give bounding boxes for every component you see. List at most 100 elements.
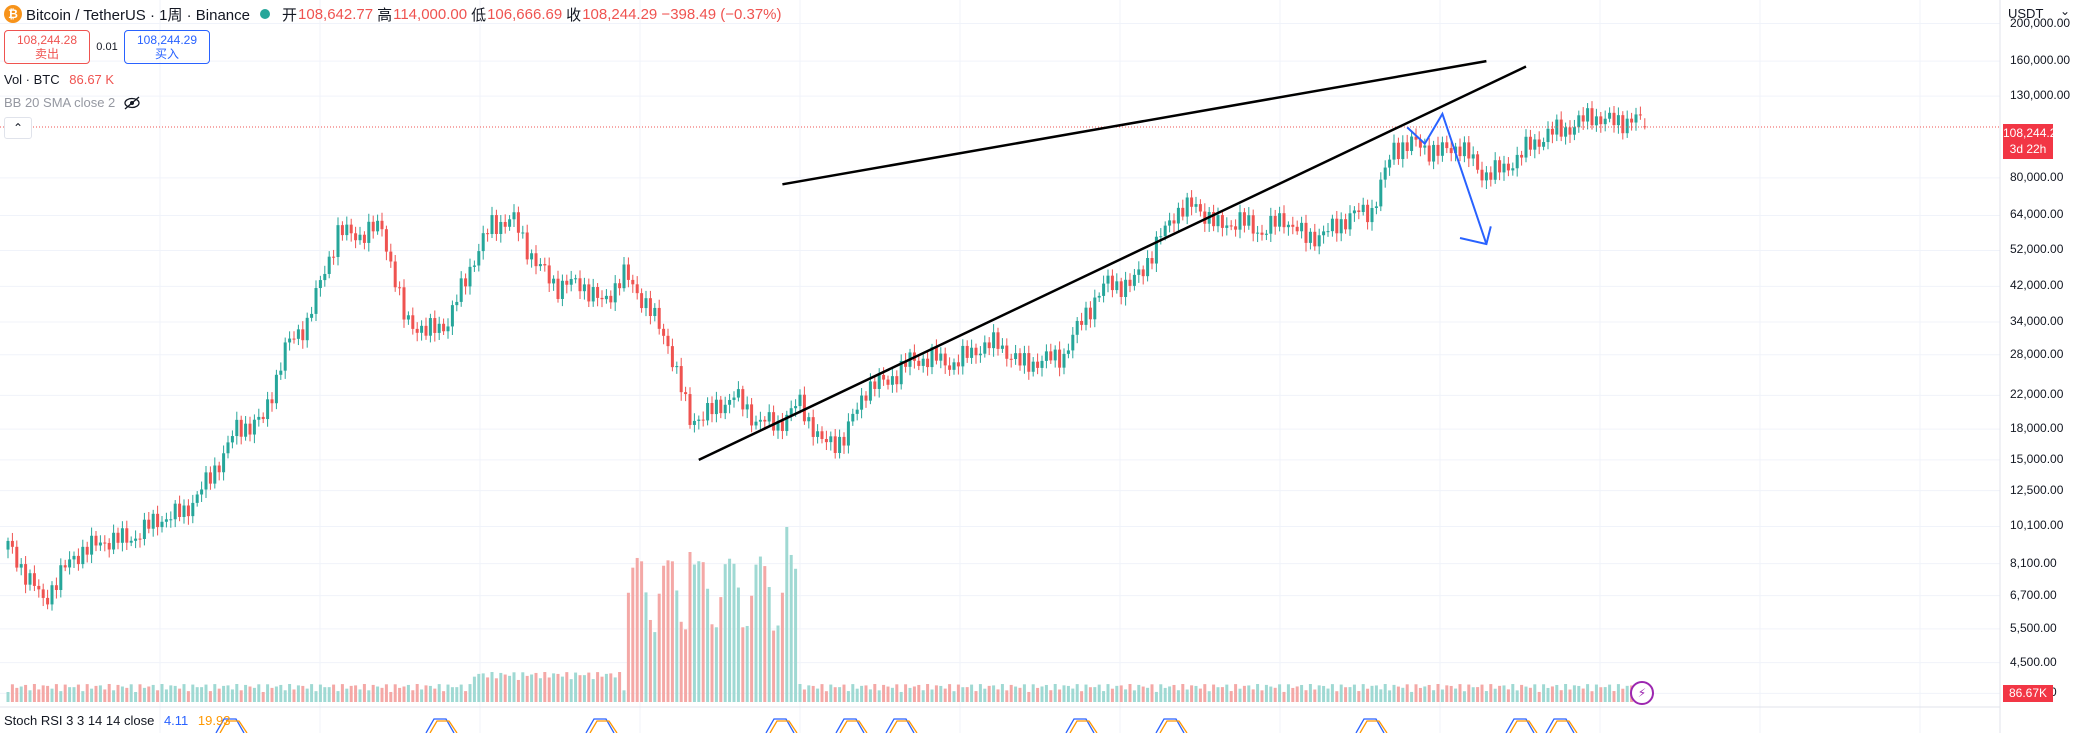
- candle-body: [50, 585, 54, 605]
- volume-bar: [389, 691, 393, 702]
- volume-bar: [1251, 689, 1255, 702]
- volume-bar: [125, 687, 129, 702]
- candle-body: [1410, 136, 1414, 152]
- candle-body: [1097, 295, 1101, 298]
- volume-bar: [314, 691, 318, 702]
- candle-body: [336, 225, 340, 257]
- volume-bar: [864, 685, 868, 702]
- candle-body: [156, 513, 160, 528]
- candle-body: [1511, 168, 1515, 171]
- candle-body: [1018, 353, 1022, 366]
- stoch-rsi-d-line: [1159, 720, 1188, 733]
- candle-body: [442, 323, 446, 332]
- volume-bar: [37, 689, 41, 702]
- candle-body: [310, 313, 314, 318]
- volume-bar: [983, 688, 987, 702]
- volume-bar: [807, 685, 811, 702]
- candle-body: [1225, 225, 1229, 228]
- candle-body: [1058, 349, 1062, 368]
- candle-body: [10, 540, 14, 547]
- volume-bar: [1203, 684, 1207, 702]
- volume-bar: [1132, 690, 1136, 702]
- volume-bar: [1599, 687, 1603, 702]
- volume-bar: [1225, 684, 1229, 702]
- volume-bar: [692, 564, 696, 702]
- volume-bar: [1137, 684, 1141, 702]
- hidden-eye-icon[interactable]: [123, 96, 141, 110]
- volume-bar: [1093, 687, 1097, 702]
- candle-body: [213, 465, 217, 484]
- collapse-legend-button[interactable]: ⌃: [4, 117, 32, 139]
- volume-legend[interactable]: Vol · BTC 86.67 K: [4, 72, 114, 87]
- candle-body: [1462, 142, 1466, 157]
- candle-body: [398, 287, 402, 289]
- candle-body: [648, 298, 652, 317]
- candle-body: [934, 347, 938, 361]
- volume-bar: [15, 687, 19, 702]
- volume-bar: [1106, 684, 1110, 702]
- volume-bar: [481, 673, 485, 702]
- volume-bar: [719, 597, 723, 702]
- volume-bar: [411, 690, 415, 702]
- candle-body: [811, 417, 815, 437]
- volume-bar: [41, 685, 45, 702]
- volume-bar: [138, 684, 142, 702]
- volume-bar: [996, 689, 1000, 702]
- price-axis-label: 12,500.00: [2010, 482, 2064, 497]
- volume-bar: [820, 684, 824, 702]
- candle-body: [1198, 204, 1202, 212]
- stoch-rsi-k-line: [1155, 718, 1185, 733]
- volume-bar: [1528, 687, 1532, 702]
- volume-bar: [1405, 684, 1409, 702]
- candle-body: [1291, 224, 1295, 227]
- candle-body: [112, 532, 116, 550]
- candle-body: [402, 287, 406, 320]
- symbol-title[interactable]: Bitcoin / TetherUS · 1周 · Binance: [26, 6, 250, 24]
- volume-bar: [50, 688, 54, 702]
- volume-bar: [1207, 691, 1211, 702]
- candle-body: [1027, 353, 1031, 372]
- candle-body: [1075, 320, 1079, 335]
- candle-body: [1212, 212, 1216, 227]
- volume-bar: [1115, 685, 1119, 702]
- volume-bar: [1440, 689, 1444, 702]
- volume-bar: [446, 684, 450, 702]
- candle-body: [1322, 231, 1326, 236]
- volume-bar: [1066, 685, 1070, 702]
- volume-bar: [890, 687, 894, 702]
- volume-bar: [794, 568, 798, 702]
- lightning-icon[interactable]: ⚡: [1630, 681, 1654, 705]
- price-axis-label: 22,000.00: [2010, 387, 2064, 402]
- candle-body: [706, 403, 710, 421]
- volume-bar: [1361, 684, 1365, 702]
- candle-body: [1564, 127, 1568, 137]
- volume-bar: [292, 689, 296, 702]
- volume-bar: [415, 684, 419, 702]
- volume-bar: [1537, 691, 1541, 702]
- candle-body: [468, 266, 472, 287]
- volume-bar: [160, 684, 164, 702]
- volume-bar: [142, 687, 146, 702]
- currency-selector[interactable]: USDT: [2008, 6, 2044, 21]
- candle-body: [499, 221, 503, 234]
- sell-button[interactable]: 108,244.28 卖出: [4, 30, 90, 64]
- stoch-rsi-d-line: [839, 720, 868, 733]
- volume-bar: [380, 687, 384, 702]
- candle-body: [939, 353, 943, 361]
- candle-body: [1216, 215, 1220, 227]
- volume-bar: [824, 691, 828, 702]
- volume-bar: [750, 595, 754, 702]
- buy-button[interactable]: 108,244.29 买入: [124, 30, 210, 64]
- candle-body: [160, 521, 164, 528]
- candle-body: [367, 221, 371, 243]
- stoch-rsi-legend[interactable]: Stoch RSI 3 3 14 14 close 4.11 19.93: [4, 713, 230, 728]
- candle-body: [1137, 269, 1141, 275]
- candle-body: [1489, 172, 1493, 180]
- chevron-down-icon[interactable]: ⌄: [2060, 4, 2071, 18]
- volume-bar: [1278, 684, 1282, 702]
- candle-body: [530, 253, 534, 260]
- candle-body: [481, 233, 485, 252]
- candle-body: [736, 389, 740, 398]
- bb-legend[interactable]: BB 20 SMA close 2: [4, 95, 141, 110]
